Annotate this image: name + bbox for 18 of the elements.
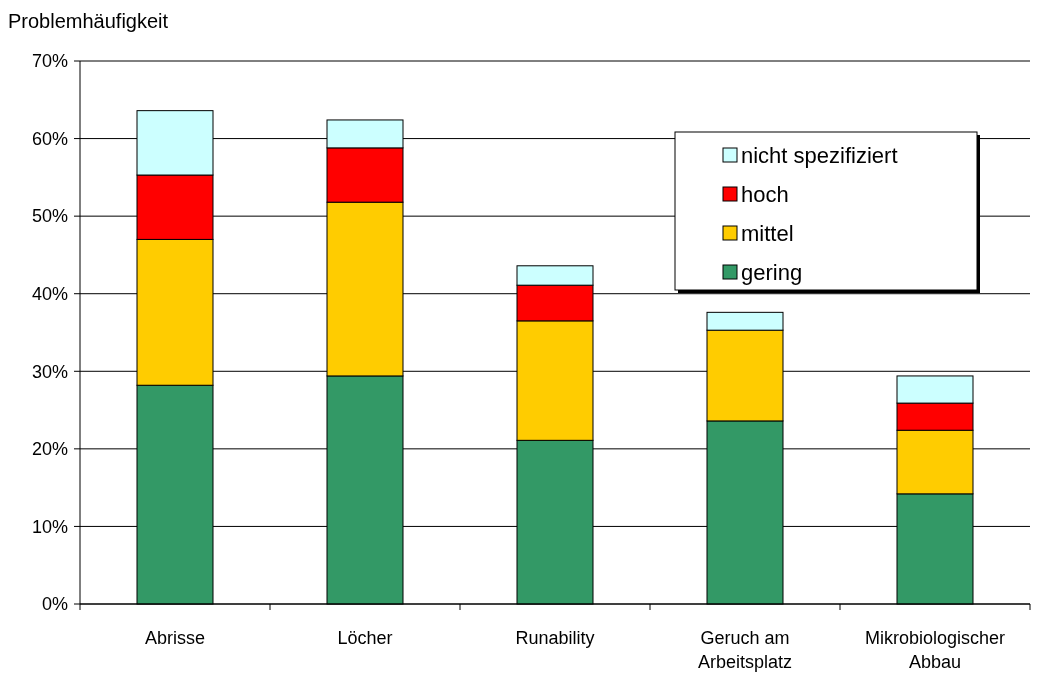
x-tick-label: Abrisse [144, 628, 206, 648]
y-tick-label: 0% [41, 594, 68, 615]
y-tick-label: 20% [31, 439, 68, 460]
x-tick-label: Runability [515, 628, 595, 648]
x-tick-label: Geruch am Arbeitsplatz [697, 628, 793, 672]
y-tick-label: 40% [31, 284, 68, 305]
y-tick-label: 50% [31, 206, 68, 227]
legend-label: gering [741, 259, 803, 285]
y-tick-label: 10% [31, 516, 68, 537]
y-tick-label: 60% [31, 128, 68, 149]
x-tick-label: Mikrobiologischer Abbau [864, 628, 1006, 672]
x-tick-label: Löcher [337, 628, 393, 648]
y-tick-label: 70% [31, 51, 68, 72]
legend-label: nicht spezifiziert [741, 142, 898, 168]
legend-label: hoch [741, 181, 789, 207]
y-tick-label: 30% [31, 361, 68, 382]
legend-label: mittel [741, 220, 794, 246]
y-axis-title: Problemhäufigkeit [8, 10, 169, 32]
